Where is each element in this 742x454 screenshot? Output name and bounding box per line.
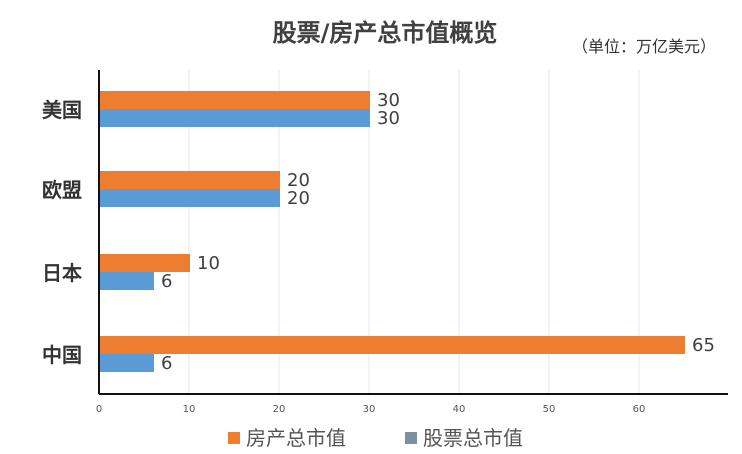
bar [100,171,280,189]
data-label: 30 [377,90,400,111]
data-label: 20 [287,170,310,191]
data-label: 10 [197,253,220,274]
category-label: 日本 [42,261,82,285]
x-tick-label: 30 [363,404,376,415]
data-label: 30 [377,108,400,129]
chart-title: 股票/房产总市值概览 [273,19,498,47]
x-tick-label: 40 [453,404,466,415]
x-tick-label: 50 [543,404,556,415]
data-label: 6 [161,353,172,374]
bar [100,254,190,272]
legend-label-stock: 股票总市值 [423,426,523,450]
legend-swatch-house [228,432,240,444]
x-tick-label: 0 [96,404,102,415]
bar [100,354,154,372]
x-tick-label: 20 [273,404,286,415]
data-label: 6 [161,271,172,292]
x-tick-labels: 0 10 20 30 40 50 60 [96,404,646,415]
bar [100,91,370,109]
legend: 房产总市值 股票总市值 [228,426,523,450]
bars [100,91,685,372]
bar [100,272,154,290]
category-label: 中国 [42,343,82,367]
data-label: 65 [692,335,715,356]
category-label: 美国 [42,98,82,122]
bar [100,109,370,127]
axes [98,70,728,395]
legend-label-house: 房产总市值 [246,426,346,450]
x-tick-label: 10 [183,404,196,415]
data-label: 20 [287,188,310,209]
x-tick-label: 60 [633,404,646,415]
bar [100,189,280,207]
bar [100,336,685,354]
unit-note: （单位：万亿美元） [572,37,716,56]
category-label: 欧盟 [42,178,82,202]
legend-swatch-stock [405,432,417,444]
